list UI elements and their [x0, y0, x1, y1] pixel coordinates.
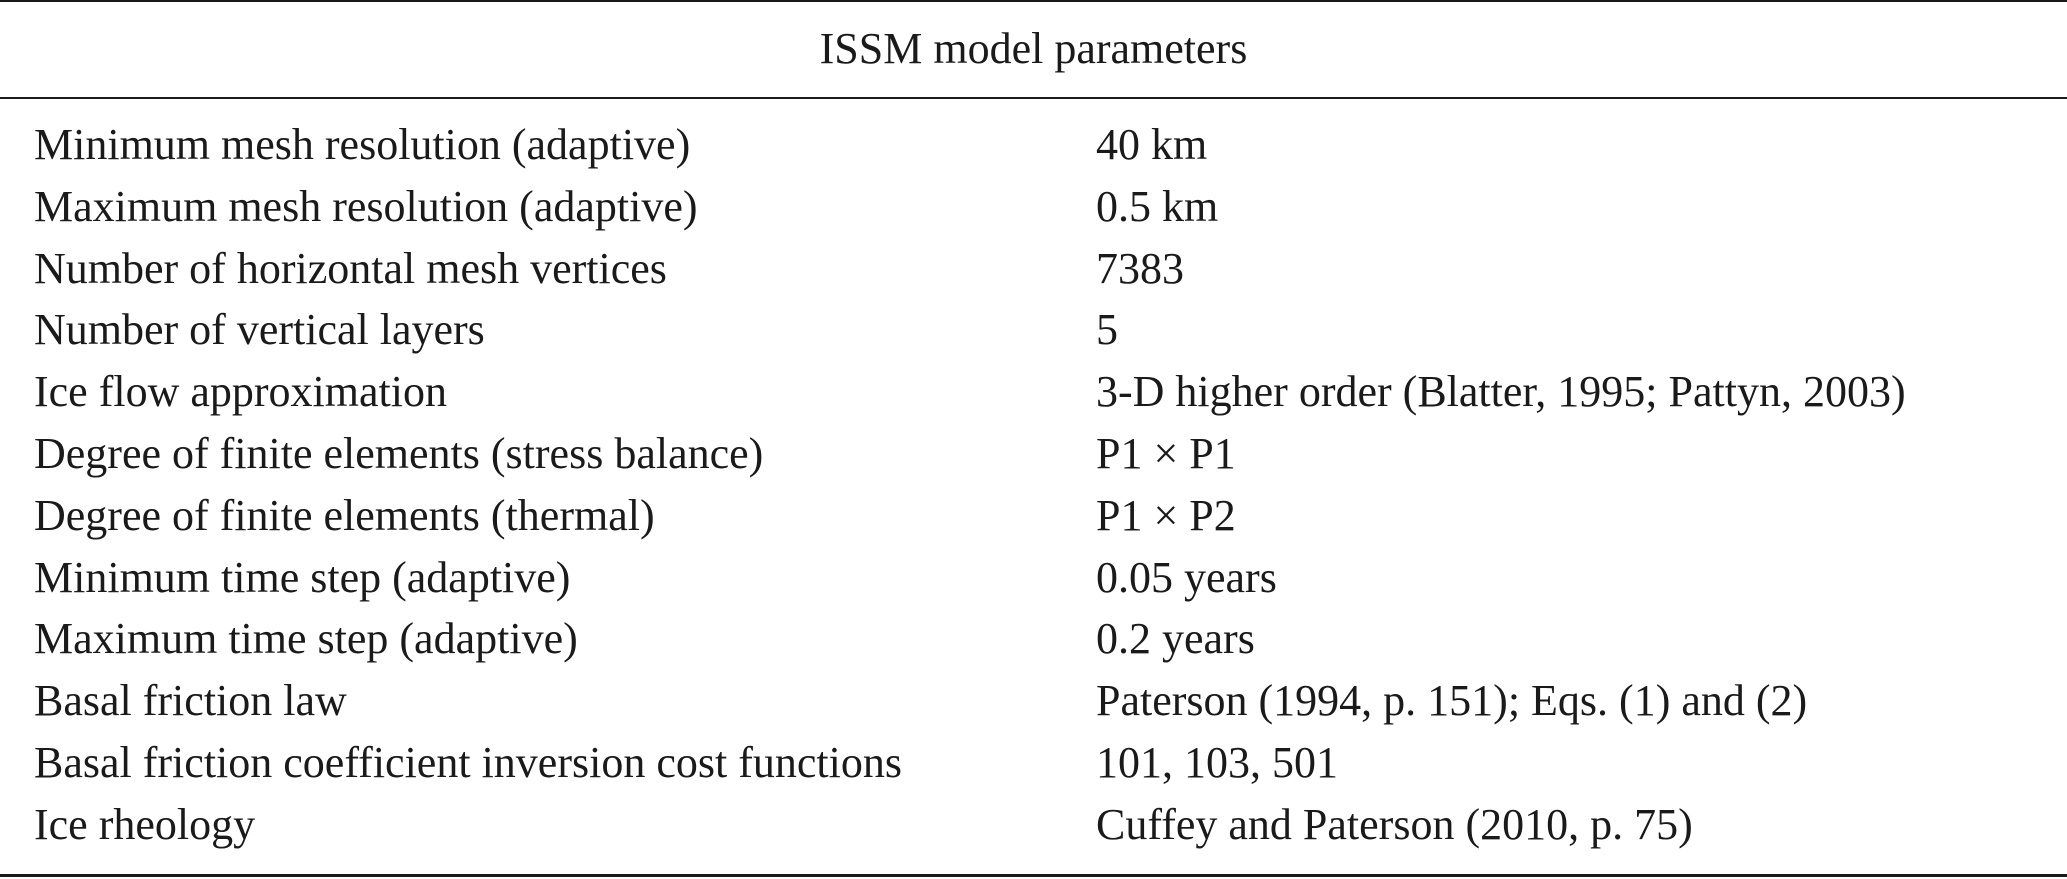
value-cell: Paterson (1994, p. 151); Eqs. (1) and (2…	[1096, 676, 1808, 726]
value-cell: 3-D higher order (Blatter, 1995; Pattyn,…	[1096, 367, 1906, 417]
parameter-cell: Number of vertical layers	[34, 305, 485, 355]
table-row: Ice flow approximation 3-D higher order …	[0, 361, 2067, 423]
parameter-cell: Maximum mesh resolution (adaptive)	[34, 181, 698, 231]
table-header-rule	[0, 97, 2067, 99]
parameter-cell: Maximum time step (adaptive)	[34, 614, 578, 664]
value-cell: 7383	[1096, 243, 1184, 293]
table-row: Minimum time step (adaptive) 0.05 years	[0, 547, 2067, 609]
table-row: Number of vertical layers 5	[0, 299, 2067, 361]
table-row: Basal friction law Paterson (1994, p. 15…	[0, 670, 2067, 732]
parameter-cell: Minimum time step (adaptive)	[34, 552, 571, 602]
parameter-cell: Degree of finite elements (thermal)	[34, 490, 655, 540]
value-cell: 5	[1096, 305, 1118, 355]
value-cell: 0.2 years	[1096, 614, 1255, 664]
table-row: Ice rheology Cuffey and Paterson (2010, …	[0, 794, 2067, 856]
table-row: Maximum mesh resolution (adaptive) 0.5 k…	[0, 176, 2067, 238]
table-row: Minimum mesh resolution (adaptive) 40 km	[0, 114, 2067, 176]
table-bottom-rule	[0, 874, 2067, 877]
value-cell: P1 × P2	[1096, 490, 1236, 540]
table-top-rule	[0, 0, 2067, 2]
parameter-cell: Basal friction law	[34, 676, 347, 726]
table-row: Basal friction coefficient inversion cos…	[0, 732, 2067, 794]
parameter-cell: Number of horizontal mesh vertices	[34, 243, 667, 293]
value-cell: 0.5 km	[1096, 181, 1219, 231]
parameter-cell: Ice flow approximation	[34, 367, 447, 417]
table-row: Number of horizontal mesh vertices 7383	[0, 238, 2067, 300]
parameter-cell: Ice rheology	[34, 799, 256, 849]
parameter-cell: Basal friction coefficient inversion cos…	[34, 737, 902, 787]
value-cell: P1 × P1	[1096, 428, 1236, 478]
table-header: ISSM model parameters	[819, 24, 1248, 73]
value-cell: 0.05 years	[1096, 552, 1277, 602]
value-cell: 101, 103, 501	[1096, 737, 1338, 787]
table-body: Minimum mesh resolution (adaptive) 40 km…	[0, 114, 2067, 856]
table-row: Degree of finite elements (stress balanc…	[0, 423, 2067, 485]
table-row: Maximum time step (adaptive) 0.2 years	[0, 608, 2067, 670]
value-cell: 40 km	[1096, 120, 1208, 169]
parameter-cell: Minimum mesh resolution (adaptive)	[34, 120, 691, 169]
value-cell: Cuffey and Paterson (2010, p. 75)	[1096, 799, 1693, 849]
parameter-cell: Degree of finite elements (stress balanc…	[34, 428, 764, 478]
table-row: Degree of finite elements (thermal) P1 ×…	[0, 485, 2067, 547]
